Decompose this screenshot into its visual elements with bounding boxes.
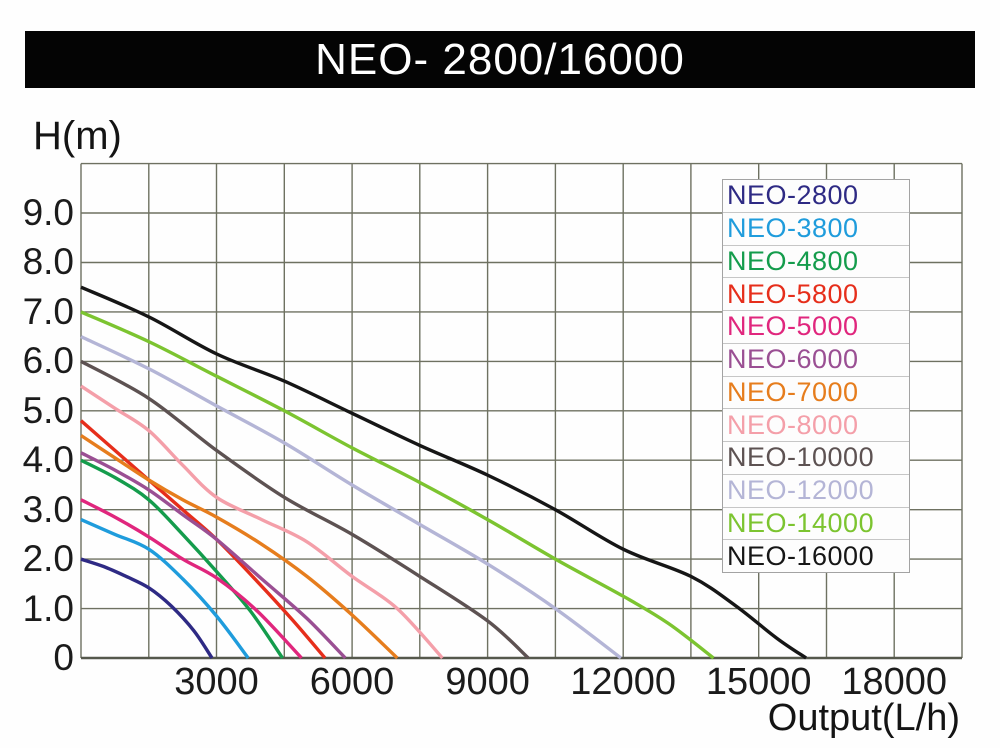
legend-item-neo-16000: NEO-16000 <box>727 540 875 571</box>
x-tick-label: 3000 <box>174 661 259 703</box>
curve-neo-10000 <box>80 359 530 660</box>
y-tick-label: 7.0 <box>22 290 74 332</box>
curve-neo-3800 <box>80 518 250 660</box>
curve-neo-12000 <box>80 335 622 660</box>
y-tick-label: 2.0 <box>22 538 74 580</box>
curve-neo-6000 <box>80 451 347 660</box>
curve-neo-16000 <box>80 285 808 660</box>
legend-item-neo-10000: NEO-10000 <box>723 442 909 475</box>
legend-item-neo-3800: NEO-3800 <box>723 213 909 246</box>
legend-item-neo-5800: NEO-5800 <box>723 278 909 311</box>
y-tick-label: 4.0 <box>22 439 74 481</box>
curve-neo-7000 <box>80 434 399 660</box>
legend: NEO-2800 NEO-3800 NEO-4800 NEO-5800 NEO-5000… <box>722 179 910 573</box>
y-tick-label: 6.0 <box>22 340 74 382</box>
legend-item-neo-12000: NEO-12000 <box>723 475 909 508</box>
curve-neo-4800 <box>80 458 284 659</box>
legend-item-neo-2800: NEO-2800 <box>723 180 909 213</box>
x-tick-label: 9000 <box>445 661 530 703</box>
y-tick-label: 3.0 <box>22 488 74 530</box>
curve-neo-2800 <box>80 557 214 659</box>
legend-item-neo-7000: NEO-7000 <box>723 377 909 410</box>
y-tick-label: 1.0 <box>22 587 74 629</box>
title-bar: NEO- 2800/16000 <box>25 31 975 88</box>
x-tick-label: 15000 <box>705 661 812 703</box>
y-tick-label: 0 <box>53 637 74 678</box>
legend-item-neo-6000: NEO-6000 <box>723 344 909 377</box>
y-tick-label: 5.0 <box>22 389 74 431</box>
x-tick-label: 6000 <box>309 661 395 703</box>
legend-item-neo-14000: NEO-14000 <box>723 508 909 541</box>
legend-item-neo-5000: NEO-5000 <box>723 311 909 344</box>
x-axis-title: Output(L/h) <box>767 697 960 739</box>
y-tick-label: 8.0 <box>22 241 74 283</box>
chart-title: NEO- 2800/16000 <box>315 34 685 84</box>
curve-neo-5000 <box>80 498 303 660</box>
legend-item-neo-8000: NEO-8000 <box>723 409 909 442</box>
curve-neo-14000 <box>80 310 715 660</box>
x-tick-label: 12000 <box>570 661 676 703</box>
curve-neo-5800 <box>79 419 327 660</box>
legend-item-neo-4800: NEO-4800 <box>723 246 909 279</box>
y-tick-label: 9.0 <box>22 192 74 234</box>
curve-neo-8000 <box>80 384 444 660</box>
x-tick-label: 18000 <box>841 661 948 703</box>
y-axis-title: H(m) <box>33 114 122 158</box>
